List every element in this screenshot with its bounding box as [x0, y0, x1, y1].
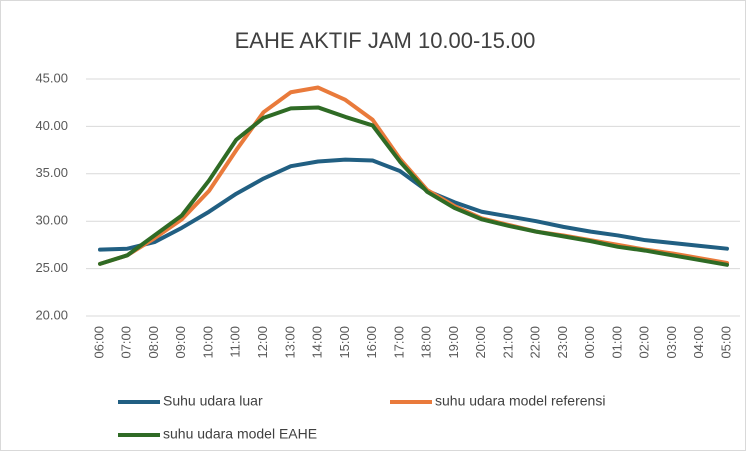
- series-line: [98, 105, 729, 267]
- x-tick-label: 11:00: [228, 326, 243, 358]
- series-line: [98, 157, 729, 252]
- chart-title: EAHE AKTIF JAM 10.00-15.00: [235, 28, 536, 53]
- x-tick-label: 00:00: [582, 326, 597, 359]
- y-tick-label: 45.00: [35, 70, 68, 85]
- y-tick-label: 20.00: [35, 307, 68, 322]
- x-tick-label: 13:00: [282, 326, 297, 359]
- x-tick-label: 22:00: [528, 326, 543, 359]
- x-tick-label: 10:00: [200, 326, 215, 359]
- x-tick-label: 04:00: [691, 326, 706, 359]
- legend-label: suhu udara model referensi: [435, 393, 605, 409]
- x-tick-label: 01:00: [609, 326, 624, 359]
- x-tick-label: 20:00: [473, 326, 488, 359]
- x-tick-label: 16:00: [364, 326, 379, 359]
- x-tick-label: 15:00: [337, 326, 352, 359]
- y-tick-label: 40.00: [35, 118, 68, 133]
- x-tick-label: 05:00: [718, 326, 733, 359]
- x-tick-label: 17:00: [391, 326, 406, 359]
- x-tick-label: 08:00: [146, 326, 161, 359]
- y-tick-label: 30.00: [35, 213, 68, 228]
- x-tick-label: 09:00: [173, 326, 188, 359]
- x-tick-label: 21:00: [500, 326, 515, 359]
- x-tick-label: 12:00: [255, 326, 270, 359]
- x-tick-label: 06:00: [91, 326, 106, 359]
- y-tick-label: 35.00: [35, 165, 68, 180]
- x-tick-label: 07:00: [119, 326, 134, 359]
- y-tick-label: 25.00: [35, 260, 68, 275]
- x-tick-label: 23:00: [555, 326, 570, 359]
- x-tick-label: 02:00: [637, 326, 652, 359]
- legend-label: Suhu udara luar: [163, 393, 263, 409]
- x-tick-label: 14:00: [310, 326, 325, 359]
- x-tick-label: 19:00: [446, 326, 461, 359]
- legend-label: suhu udara model EAHE: [163, 426, 317, 442]
- x-tick-label: 18:00: [419, 326, 434, 359]
- x-tick-label: 03:00: [664, 326, 679, 359]
